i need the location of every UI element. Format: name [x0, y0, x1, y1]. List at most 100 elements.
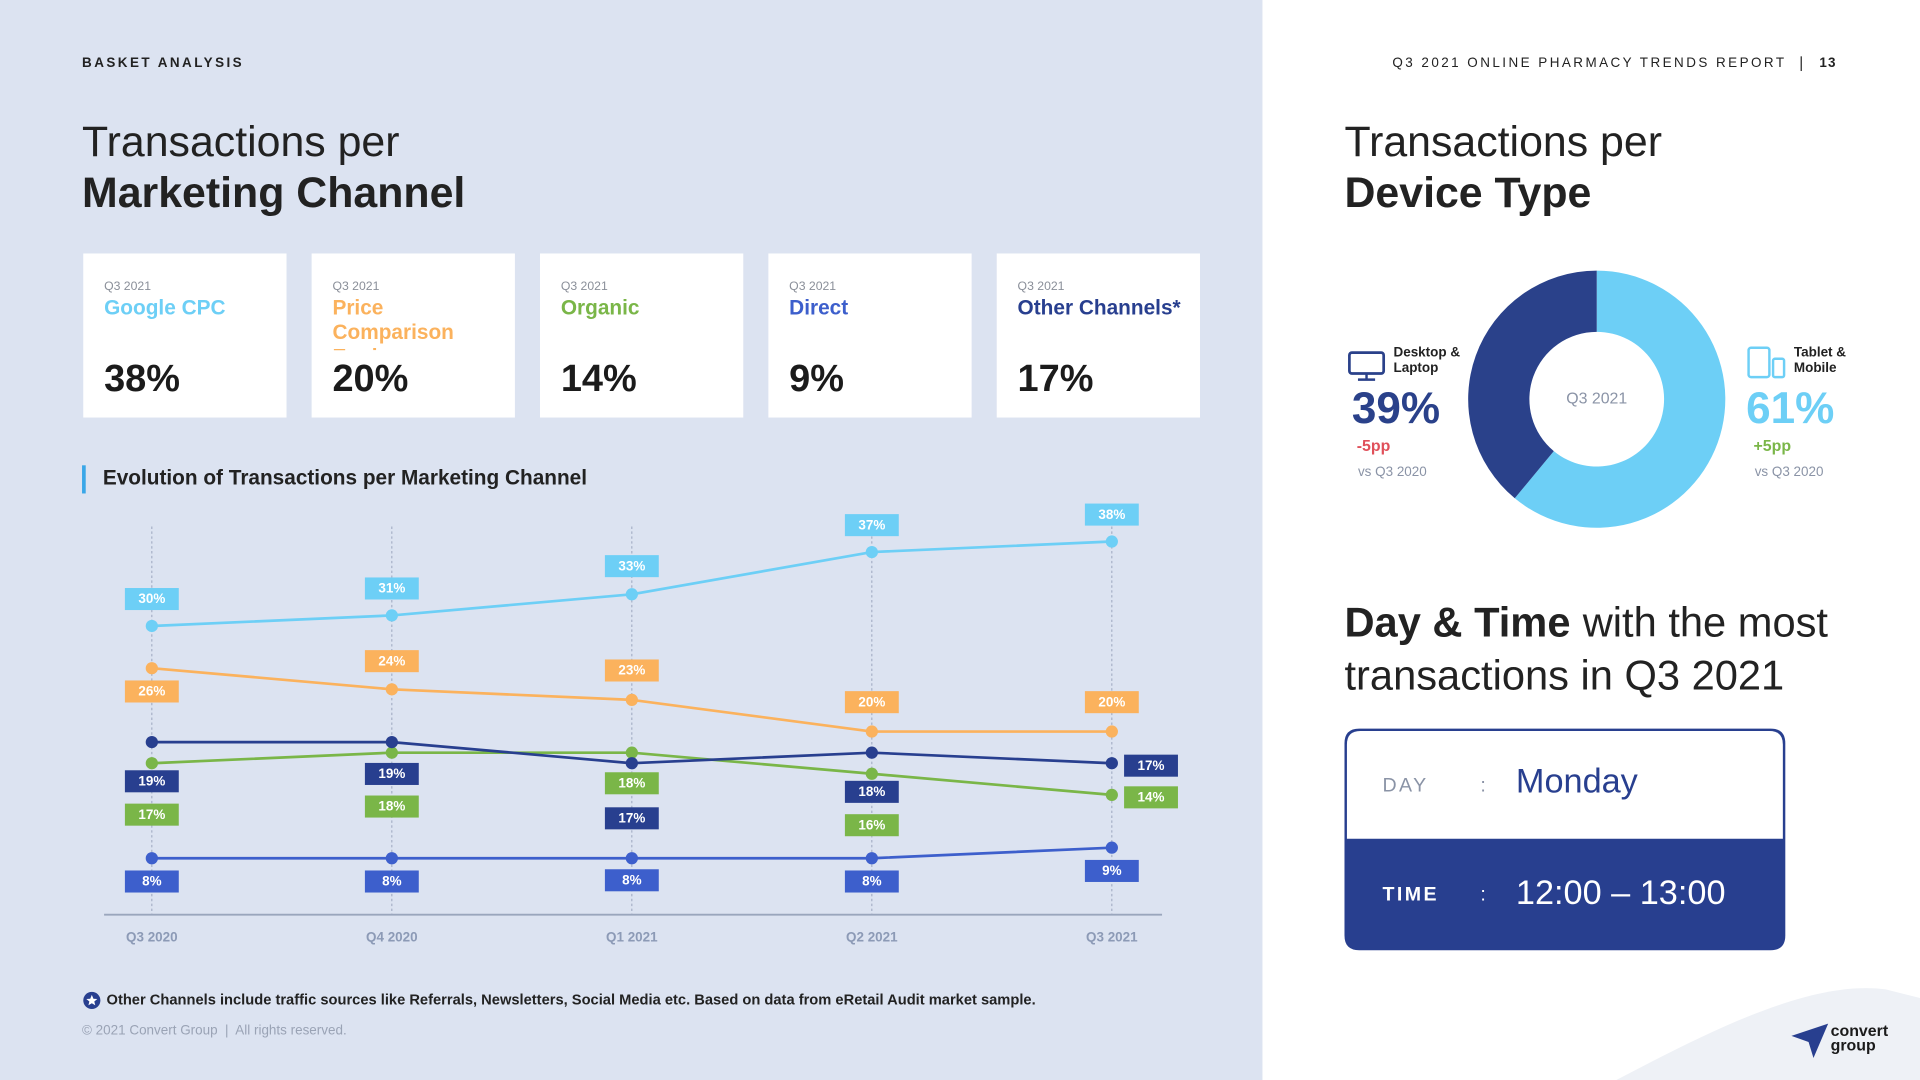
data-label-bg	[604, 555, 659, 578]
data-point	[625, 746, 638, 759]
data-label-bg	[844, 514, 899, 537]
data-label: 19%	[378, 766, 405, 781]
separator: :	[1480, 883, 1485, 905]
data-label-bg	[124, 680, 179, 703]
donut-change: -5pp	[1357, 438, 1391, 455]
data-label: 14%	[1138, 790, 1165, 805]
time-value: 12:00 – 13:00	[1516, 874, 1726, 912]
data-label-bg	[364, 577, 419, 600]
card-channel-box: Other Channels*	[1017, 296, 1181, 320]
data-label: 17%	[1138, 758, 1165, 773]
donut-value: 39%	[1352, 384, 1440, 433]
data-label-bg	[1124, 754, 1178, 777]
data-label: 31%	[378, 581, 405, 596]
data-point	[385, 609, 398, 622]
data-point	[865, 852, 878, 865]
donut-comparison: vs Q3 2020	[1755, 464, 1824, 479]
copyright: © 2021 Convert Group | All rights reserv…	[82, 1023, 347, 1038]
data-label-bg	[364, 870, 419, 893]
data-point	[1105, 725, 1118, 738]
card-value: 17%	[1018, 358, 1094, 400]
data-label-bg	[364, 762, 419, 785]
data-label: 9%	[1102, 863, 1121, 878]
x-tick-label: Q3 2020	[126, 930, 178, 945]
logo-text-box: convert group	[1830, 1023, 1889, 1055]
data-point	[145, 735, 158, 749]
day-time-title: Day & Time with the most transactions in …	[1344, 598, 1858, 703]
footnote: Other Channels include traffic sources l…	[107, 992, 1036, 1008]
donut-value: 61%	[1746, 384, 1834, 433]
card-channel-box: Organic	[560, 296, 640, 320]
card-channel: Organic	[560, 296, 640, 320]
data-point	[865, 746, 878, 759]
data-label-bg	[1124, 786, 1178, 809]
data-label: 18%	[378, 799, 405, 814]
data-label-bg	[364, 795, 419, 818]
title-line: Marketing Channel	[82, 169, 465, 217]
data-label: 17%	[618, 810, 645, 825]
card-channel: Other Channels*	[1017, 296, 1181, 320]
x-tick-label: Q3 2021	[1086, 930, 1138, 945]
donut-comparison: vs Q3 2020	[1358, 464, 1427, 479]
data-point	[865, 545, 878, 559]
card-period: Q3 2021	[332, 279, 379, 293]
donut-category: Desktop & Laptop	[1393, 345, 1461, 376]
data-point	[1105, 788, 1118, 802]
donut-category-box: Tablet & Mobile	[1794, 345, 1846, 376]
data-label-bg	[844, 691, 899, 714]
mobile-icon	[1771, 357, 1786, 379]
title-rest: with the most transactions in Q3 2021	[1344, 600, 1829, 700]
data-label-bg	[364, 650, 419, 673]
data-label: 37%	[858, 517, 885, 532]
day-value: Monday	[1516, 763, 1639, 801]
data-label: 26%	[138, 684, 165, 699]
kpi-card	[83, 253, 287, 418]
data-point	[145, 619, 158, 633]
subtitle-bar	[82, 465, 86, 494]
card-period: Q3 2021	[789, 279, 836, 293]
data-label-bg	[844, 780, 899, 803]
left-panel	[0, 0, 1263, 1080]
card-value: 38%	[104, 358, 180, 400]
data-point	[1105, 535, 1118, 548]
card-period: Q3 2021	[1018, 279, 1065, 293]
data-label-bg	[124, 770, 179, 793]
data-label: 38%	[1098, 507, 1125, 522]
data-label-bg	[1084, 859, 1139, 882]
card-channel: Price Comparison Engices	[332, 296, 454, 350]
data-label-bg	[124, 803, 179, 826]
data-point	[1105, 841, 1118, 854]
data-label-bg	[844, 870, 899, 893]
report-name: Q3 2021 ONLINE PHARMACY TRENDS REPORT	[1392, 55, 1786, 70]
card-channel-box: Price Comparison Engices	[332, 296, 454, 350]
data-label: 17%	[138, 807, 165, 822]
data-point	[385, 735, 398, 749]
data-label: 18%	[858, 784, 885, 799]
data-label: 8%	[382, 874, 401, 889]
data-label-bg	[124, 588, 179, 611]
x-tick-label: Q2 2021	[846, 930, 898, 945]
card-value: 14%	[561, 358, 637, 400]
desktop-icon	[1348, 351, 1386, 375]
data-label-bg	[844, 814, 899, 837]
data-point	[865, 767, 878, 780]
data-label-bg	[604, 659, 659, 682]
donut-center-label: Q3 2021	[1566, 390, 1627, 407]
data-label-bg	[604, 869, 659, 892]
x-tick-label: Q1 2021	[606, 930, 658, 945]
data-label: 20%	[1098, 694, 1125, 709]
card-channel-box: Direct	[789, 296, 848, 319]
title-line: Device Type	[1344, 169, 1591, 217]
corner-swoosh	[1616, 988, 1920, 1080]
day-time-title-box: Day & Time with the most transactions in …	[1344, 598, 1858, 703]
data-label: 16%	[858, 817, 885, 832]
day-box	[1346, 731, 1783, 839]
data-point	[145, 757, 158, 770]
logo-text: convert group	[1830, 1023, 1889, 1055]
data-point	[625, 693, 638, 707]
data-point	[145, 852, 158, 865]
data-point	[865, 725, 878, 738]
data-point	[145, 662, 158, 675]
data-label: 20%	[858, 694, 885, 709]
